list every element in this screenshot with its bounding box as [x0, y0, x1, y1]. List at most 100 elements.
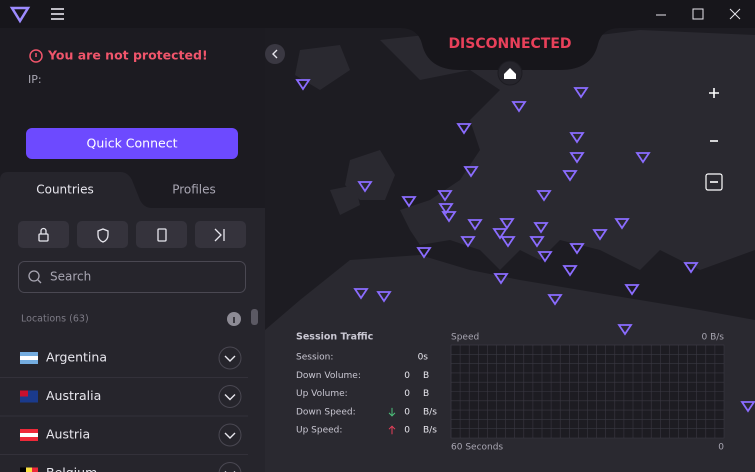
chevron [224, 394, 236, 401]
traffic-unit: B [423, 371, 429, 381]
server-marker [614, 218, 630, 230]
tab[interactable]: Countries [36, 183, 94, 197]
up-arrow [388, 425, 396, 435]
flag-part [20, 429, 38, 433]
flag-part [20, 352, 38, 356]
server-marker [438, 203, 454, 215]
server-marker [533, 222, 549, 234]
quick-connect-label: Quick Connect [86, 136, 177, 151]
traffic-label: Up Volume: [296, 389, 348, 399]
flag-part [20, 390, 28, 397]
traffic-title: Session Traffic [296, 332, 373, 343]
filter-button[interactable] [136, 221, 187, 248]
country-row[interactable]: Belgium [0, 462, 248, 472]
server-marker [573, 87, 589, 99]
traffic-label: Session: [296, 353, 333, 363]
scrollbar[interactable] [251, 309, 258, 325]
status-header [400, 28, 620, 70]
traffic-value: 0 [404, 371, 410, 381]
traffic-unit: B [423, 389, 429, 399]
server-marker [624, 284, 640, 296]
logo [9, 6, 31, 24]
server-marker [537, 251, 553, 263]
flag-part [20, 437, 38, 441]
server-marker [401, 196, 417, 208]
server-marker [562, 265, 578, 277]
server-marker [493, 273, 509, 285]
server-marker [562, 170, 578, 182]
server-marker [500, 236, 516, 248]
graph-x-end: 0 [718, 443, 724, 453]
locations-label: Locations (63) [21, 314, 89, 325]
server-marker [617, 324, 633, 336]
country-name: Belgium [46, 465, 97, 472]
country-row[interactable]: Austria [0, 423, 248, 455]
ip-label: IP: [28, 73, 42, 86]
expand-button [218, 462, 242, 472]
country-name: Austria [46, 427, 90, 442]
expand-button [218, 346, 242, 370]
down-arrow [388, 407, 396, 417]
traffic-unit: B/s [423, 426, 437, 436]
traffic-value: 0 [404, 389, 410, 399]
server-marker [592, 229, 608, 241]
server-marker [635, 152, 651, 164]
server-marker [456, 123, 472, 135]
country-row[interactable]: Argentina [0, 346, 248, 378]
traffic-label: Down Speed: [296, 407, 356, 417]
country-row[interactable]: Australia [0, 385, 248, 417]
server-marker [295, 79, 311, 91]
flag-part [26, 467, 32, 472]
maximize-button[interactable] [692, 8, 704, 20]
flag-part [32, 467, 38, 472]
country-panel [0, 208, 265, 472]
flag-part [20, 360, 38, 364]
traffic-label: Down Volume: [296, 371, 361, 381]
server-marker [357, 181, 373, 193]
traffic-value: 0 [404, 426, 410, 436]
graph-label: Speed [451, 333, 479, 343]
menu-button[interactable] [51, 8, 64, 20]
traffic-value: 0 [404, 407, 410, 417]
warning-icon [29, 49, 43, 63]
close-button[interactable] [729, 8, 741, 20]
tab[interactable]: Profiles [172, 183, 216, 197]
server-marker [437, 190, 453, 202]
connection-status: DISCONNECTED [448, 36, 571, 52]
server-marker [740, 401, 755, 413]
quick-connect-button[interactable] [26, 128, 238, 159]
server-marker [569, 132, 585, 144]
graph-max: 0 B/s [702, 333, 725, 343]
server-marker [441, 211, 457, 223]
traffic-unit: B/s [423, 407, 437, 417]
server-marker [511, 101, 527, 113]
server-marker [492, 228, 508, 240]
server-marker [536, 190, 552, 202]
reset-zoom[interactable] [705, 173, 723, 191]
search-placeholder: Search [50, 270, 91, 284]
country-name: Australia [46, 388, 101, 403]
server-marker [353, 288, 369, 300]
server-marker [569, 243, 585, 255]
flag-part [20, 467, 26, 472]
expand-button [218, 385, 242, 408]
traffic-label: Up Speed: [296, 426, 342, 436]
server-marker [416, 247, 432, 259]
server-marker [547, 294, 563, 306]
server-marker [467, 219, 483, 231]
filter-button[interactable] [77, 221, 128, 248]
server-marker [463, 166, 479, 178]
zoom-in[interactable] [709, 88, 719, 98]
search-box[interactable] [18, 261, 246, 293]
server-marker [499, 218, 515, 230]
flag-part [20, 356, 38, 360]
active-tab [0, 172, 152, 208]
chevron [224, 432, 236, 439]
filters [18, 221, 246, 248]
server-marker [683, 262, 699, 274]
flag-part [20, 433, 38, 437]
country-name: Argentina [46, 350, 107, 365]
collapse-button[interactable] [265, 44, 285, 64]
